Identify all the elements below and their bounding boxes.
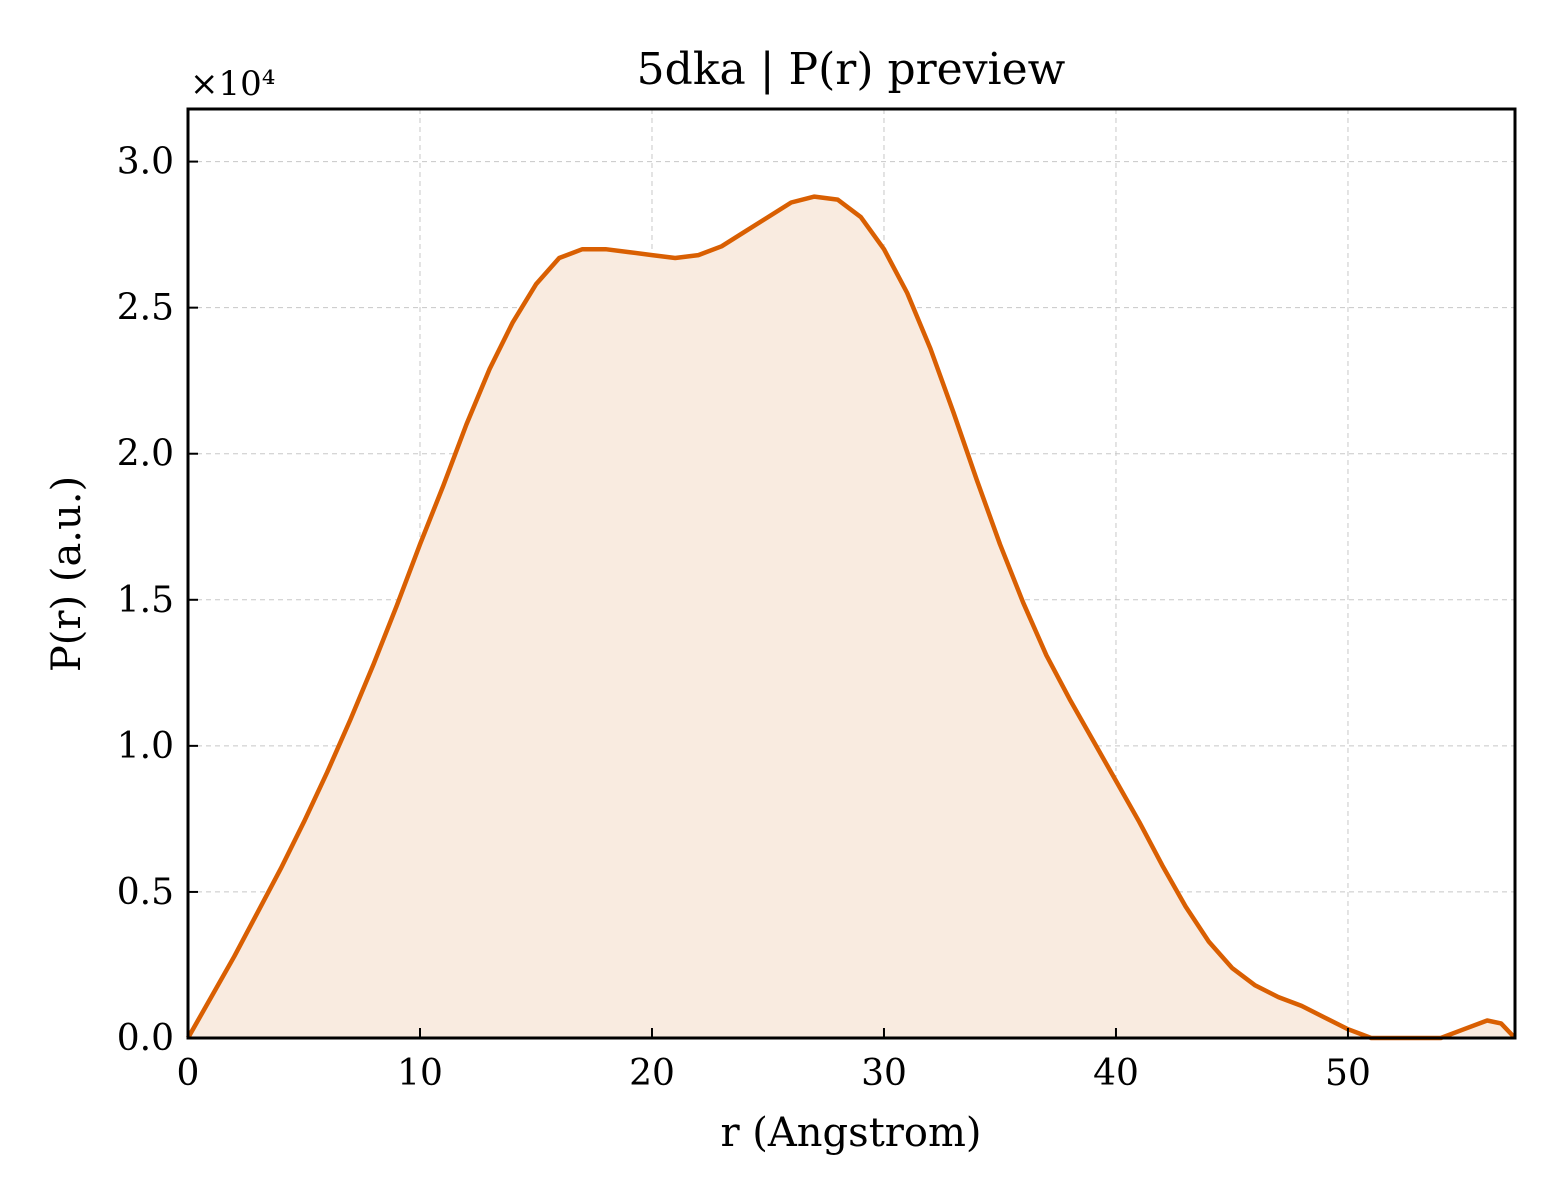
pr-series-line <box>186 194 1517 1041</box>
x-tick-label: 0 <box>177 1053 200 1094</box>
x-tick-label: 50 <box>1325 1053 1371 1094</box>
y-tick-label: 0.5 <box>117 872 174 913</box>
y-tick-label: 0.0 <box>117 1018 174 1059</box>
x-tick-label: 40 <box>1093 1053 1139 1094</box>
y-tick-label: 3.0 <box>117 142 174 183</box>
plot-frame <box>186 107 1517 1040</box>
y-tick-label: 2.0 <box>117 434 174 475</box>
axis-ticks: 0 10 20 30 40 50 0.0 0.5 1.0 1.5 2.0 2.5 3.0 <box>117 142 1371 1094</box>
x-axis-label: r (Angstrom) <box>720 1110 981 1156</box>
y-offset-label: ×10⁴ <box>190 64 275 104</box>
x-tick-label: 10 <box>397 1053 443 1094</box>
y-axis-label: P(r) (a.u.) <box>44 476 90 672</box>
x-tick-label: 30 <box>861 1053 907 1094</box>
y-tick-label: 1.5 <box>117 580 174 621</box>
x-tick-label: 20 <box>629 1053 675 1094</box>
y-tick-label: 2.5 <box>117 288 174 329</box>
pr-area-fill <box>188 196 1515 1039</box>
chart-title: 5dka | P(r) preview <box>637 44 1066 95</box>
y-tick-label: 1.0 <box>117 726 174 767</box>
